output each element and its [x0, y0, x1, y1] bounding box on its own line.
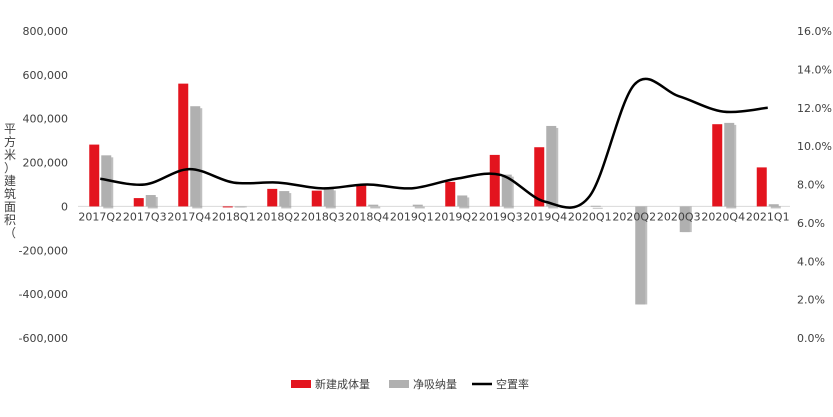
bar-net-absorption: [368, 204, 379, 207]
bar-net-absorption: [279, 191, 290, 207]
bar-new-supply: [489, 154, 500, 207]
bar-net-absorption: [724, 122, 735, 207]
x-tick-label: 2019Q1: [390, 210, 434, 223]
left-tick-label: 800,000: [23, 25, 69, 38]
bar-new-supply: [178, 83, 189, 207]
x-axis-ticks: 2017Q2 2017Q3 2017Q4 2018Q1 2018Q2 2018Q3 2018…: [78, 210, 789, 223]
y-axis-label-char: 建: [4, 174, 16, 188]
legend-net-absorption-label: 净吸纳量: [413, 377, 457, 391]
bar-new-supply: [267, 188, 278, 207]
bar-net-absorption: [768, 204, 779, 207]
bar-net-absorption: [635, 206, 646, 305]
left-tick-label: 0: [61, 200, 68, 213]
bar-net-absorption: [323, 188, 334, 207]
x-tick-label: 2018Q3: [301, 210, 345, 223]
x-tick-label: 2018Q2: [256, 210, 300, 223]
bar-net-absorption: [190, 106, 201, 207]
x-tick-label: 2018Q1: [212, 210, 256, 223]
bar-net-absorption: [679, 206, 690, 233]
x-tick-label: 2019Q4: [523, 210, 567, 223]
right-tick-label: 14.0%: [797, 63, 832, 76]
y-axis-label-char: 筑: [4, 186, 16, 201]
left-tick-label: -400,000: [19, 288, 68, 301]
right-tick-label: 2.0%: [797, 294, 825, 307]
bar-new-supply: [222, 206, 233, 208]
y-axis-label-char: 方: [4, 134, 16, 149]
x-tick-label: 2017Q3: [123, 210, 167, 223]
bar-net-absorption: [457, 195, 468, 207]
bar-new-supply: [89, 144, 100, 207]
x-tick-label: 2021Q1: [746, 210, 790, 223]
bar-new-supply: [133, 198, 144, 207]
left-tick-label: 600,000: [23, 69, 69, 82]
x-tick-label: 2019Q3: [479, 210, 523, 223]
legend-vacancy-rate-label: 空置率: [496, 377, 529, 391]
left-tick-label: 400,000: [23, 113, 69, 126]
bar-net-absorption: [501, 174, 512, 207]
bar-net-absorption-shadow: [370, 206, 381, 209]
right-tick-label: 0.0%: [797, 332, 825, 345]
left-tick-label: -200,000: [19, 244, 68, 257]
y-axis-label-char: 积: [4, 213, 16, 227]
x-tick-label: 2020Q3: [657, 210, 701, 223]
x-tick-label: 2020Q1: [568, 210, 612, 223]
x-tick-label: 2017Q4: [167, 210, 211, 223]
legend-new-supply-swatch: [291, 380, 311, 388]
right-tick-label: 4.0%: [797, 255, 825, 268]
bar-net-absorption-shadow: [414, 206, 425, 209]
x-tick-label: 2020Q2: [612, 210, 656, 223]
right-tick-label: 10.0%: [797, 140, 832, 153]
right-tick-label: 16.0%: [797, 25, 832, 38]
y-axis-label-char: 平: [4, 122, 16, 136]
bar-new-supply: [534, 147, 545, 207]
bar-net-absorption-shadow: [592, 207, 603, 209]
bar-net-absorption: [234, 206, 245, 208]
x-tick-label: 2019Q2: [434, 210, 478, 223]
bar-net-absorption: [412, 204, 423, 207]
y-axis-label-char: 米: [4, 148, 16, 162]
right-tick-label: 12.0%: [797, 102, 832, 115]
legend-new-supply-label: 新建成体量: [315, 377, 370, 391]
x-tick-label: 2017Q2: [78, 210, 122, 223]
bar-net-absorption: [546, 125, 557, 207]
y-axis-label-char: ）: [4, 161, 16, 175]
legend: 新建成体量 净吸纳量 空置率: [291, 377, 529, 391]
right-tick-label: 6.0%: [797, 217, 825, 230]
x-tick-label: 2020Q4: [701, 210, 745, 223]
right-tick-label: 8.0%: [797, 179, 825, 192]
right-axis-ticks: 0.0% 2.0% 4.0% 6.0% 8.0% 10.0% 12.0% 14.0% 16.0%: [797, 25, 832, 345]
vacancy-rate-line: [100, 77, 768, 209]
bar-new-supply: [356, 184, 367, 207]
legend-net-absorption-swatch: [389, 380, 409, 388]
left-axis-ticks: -600,000 -400,000 -200,000 0 200,000 400,000 6…: [19, 25, 68, 345]
bar-new-supply: [756, 167, 767, 207]
bars-group: [89, 83, 781, 305]
bar-new-supply: [712, 124, 723, 207]
bar-net-absorption: [145, 195, 156, 207]
left-tick-label: -600,000: [19, 332, 68, 345]
bar-new-supply: [445, 181, 456, 207]
x-tick-label: 2018Q4: [345, 210, 389, 223]
bar-net-absorption: [590, 205, 601, 207]
y-axis-label-char: 面: [4, 200, 16, 214]
y-axis-label-char: （: [4, 226, 16, 240]
bar-new-supply: [311, 190, 322, 207]
left-tick-label: 200,000: [23, 157, 69, 170]
bar-net-absorption-shadow: [770, 206, 781, 209]
